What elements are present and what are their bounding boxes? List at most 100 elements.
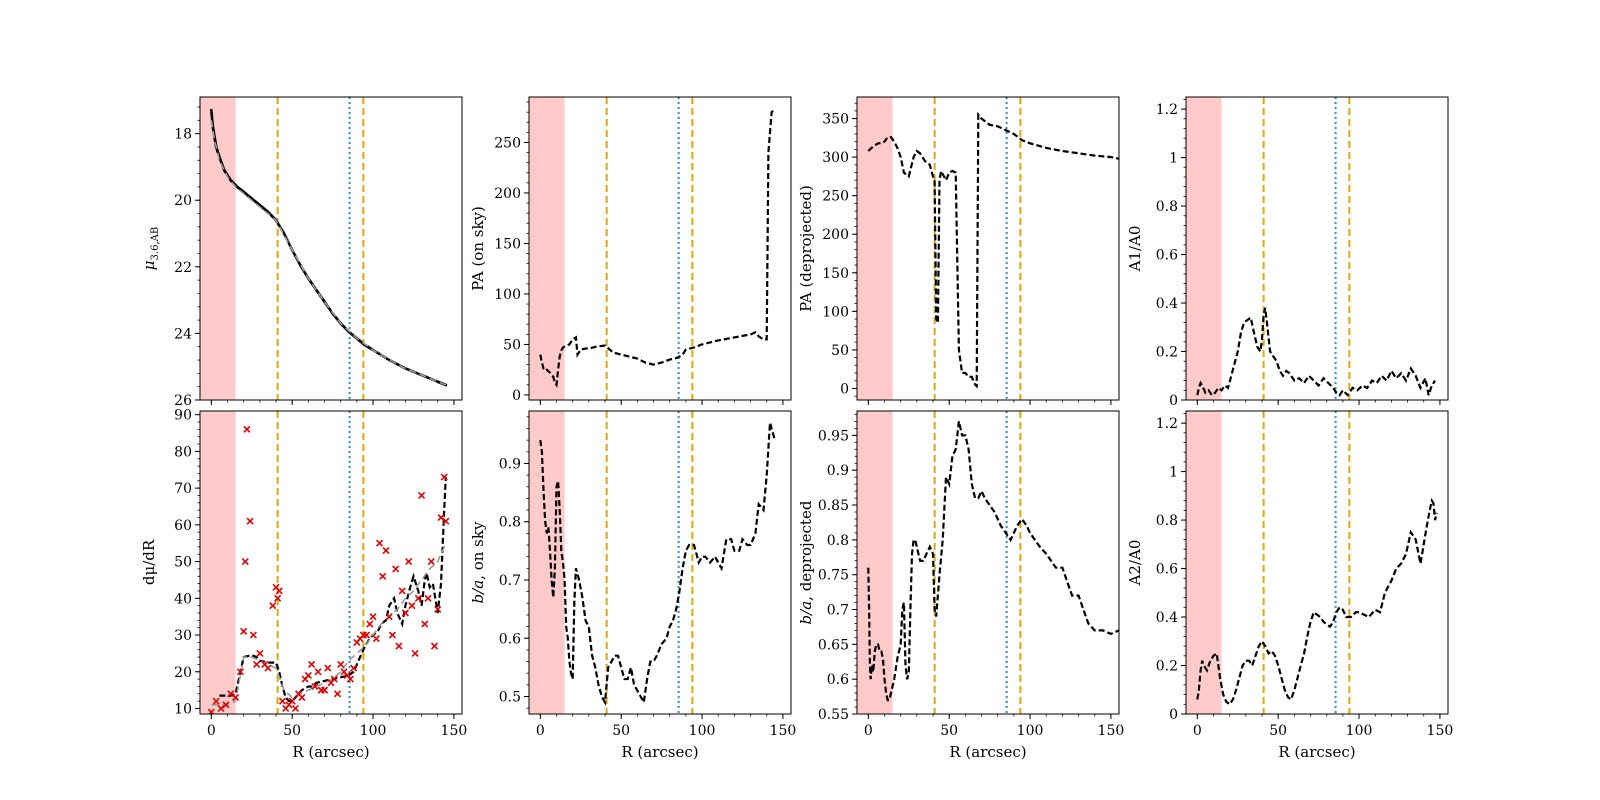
y-tick-label: 0.6 [827, 672, 849, 688]
x-tick-label: 50 [612, 723, 630, 739]
plot-area [200, 411, 450, 714]
data-point-cross [256, 649, 264, 657]
y-tick-label: 26 [174, 393, 192, 409]
y-tick-label: 22 [174, 260, 192, 276]
y-tick-label: 0.75 [818, 568, 849, 584]
data-point-cross [298, 693, 306, 702]
data-point-cross [421, 620, 429, 628]
data-point-cross [398, 587, 406, 595]
profile-line [1196, 497, 1438, 706]
data-point-cross [308, 660, 316, 668]
data-point-cross [333, 690, 342, 698]
data-point-cross [434, 605, 442, 613]
x-tick-label: 150 [1427, 723, 1454, 739]
y-tick-label: 0 [840, 381, 849, 397]
data-point-cross [288, 697, 296, 705]
y-tick-label: 50 [503, 337, 521, 353]
data-point-cross [430, 642, 439, 650]
smoothed-profile-line [210, 120, 447, 386]
panel-p2: 0 50 100 150 200 250 PA (on sky) [469, 96, 792, 405]
y-tick-label: 0.8 [1156, 513, 1178, 529]
y-tick-label: 0.2 [1156, 659, 1178, 675]
y-tick-label: 40 [174, 591, 192, 607]
x-axis-label: R (arcsec) [292, 743, 369, 761]
axes-frame [856, 410, 1120, 715]
data-point-cross [275, 587, 283, 595]
y-tick-label: 10 [174, 701, 192, 717]
y-tick-label: 90 [174, 408, 192, 424]
y-axis-label: A1/A0 [1126, 226, 1144, 273]
data-point-cross [243, 425, 251, 433]
x-tick-label: 50 [1269, 723, 1287, 739]
inner-region-shade [529, 411, 565, 714]
data-point-cross [269, 602, 277, 610]
panel-p7: 0.55 0.6 0.65 0.7 0.75 0.8 0.85 0.9 0.95 0 50 100 15… [797, 410, 1125, 761]
y-tick-label: 1 [1169, 465, 1178, 481]
y-tick-label: 300 [822, 150, 849, 166]
x-tick-label: 50 [940, 723, 958, 739]
y-tick-label: 50 [831, 343, 849, 359]
x-tick-label: 0 [207, 723, 216, 739]
profile-line [1196, 307, 1437, 397]
x-tick-label: 150 [441, 723, 468, 739]
data-point-cross [408, 602, 416, 610]
y-tick-label: 0.2 [1156, 345, 1178, 361]
data-point-cross [401, 609, 409, 617]
data-point-cross [253, 660, 261, 668]
panel-p5: 10 20 30 40 50 60 70 80 90 0 50 100 150 R (arcsec) dμ/… [140, 408, 467, 761]
y-tick-label: 30 [174, 628, 192, 644]
y-tick-label: 0.8 [499, 515, 521, 531]
y-tick-label: 0.6 [1156, 562, 1178, 578]
y-tick-label: 0.95 [818, 428, 849, 444]
data-point-cross [395, 642, 403, 650]
profile-dot [385, 357, 389, 361]
panel-p4: 0 0.2 0.4 0.6 0.8 1 1.2 A1/A0 [1126, 96, 1449, 409]
data-point-cross [314, 668, 322, 676]
x-tick-label: 150 [770, 723, 797, 739]
data-point-cross [324, 664, 332, 672]
y-tick-label: 0.4 [1156, 610, 1178, 626]
y-tick-label: 0.8 [1156, 199, 1178, 215]
y-tick-label: 250 [822, 189, 849, 205]
y-axis-label: b/a, deprojected [797, 500, 815, 624]
y-tick-label: 1.2 [1156, 102, 1178, 118]
y-tick-label: 1.2 [1156, 416, 1178, 432]
profile-dot [377, 352, 381, 356]
plot-area [529, 97, 776, 400]
x-tick-label: 0 [864, 723, 873, 739]
y-tick-label: 20 [174, 193, 192, 209]
data-point-cross [246, 517, 254, 525]
data-point-cross [207, 708, 215, 714]
axes-frame [199, 410, 463, 715]
y-tick-label: 200 [822, 227, 849, 243]
profile-dot [210, 110, 213, 114]
data-point-cross [217, 704, 225, 713]
y-tick-label: 0.6 [1156, 248, 1178, 264]
profile-line [539, 108, 776, 388]
x-tick-label: 150 [1098, 723, 1125, 739]
data-point-cross [337, 660, 345, 668]
data-point-cross [330, 675, 338, 683]
y-axis-label: μ3.6,AB [140, 227, 161, 270]
profile-line [539, 422, 776, 706]
axes-frame [528, 410, 792, 715]
data-point-cross [222, 701, 230, 709]
y-tick-label: 24 [174, 326, 192, 342]
y-tick-label: 70 [174, 481, 192, 497]
data-point-cross [363, 631, 371, 639]
data-point-cross [372, 635, 380, 643]
data-point-cross [304, 671, 312, 680]
data-point-cross [424, 594, 432, 602]
inner-region-shade [1186, 97, 1222, 400]
profile-dot [282, 232, 286, 235]
data-point-cross [241, 558, 249, 566]
y-tick-label: 0.85 [818, 498, 849, 514]
data-point-cross [411, 649, 419, 657]
data-point-cross [346, 675, 354, 683]
inner-region-shade [529, 97, 565, 400]
inner-region-shade [857, 97, 893, 400]
axes-frame [199, 96, 463, 401]
y-tick-label: 250 [494, 135, 521, 151]
y-tick-label: 0.55 [818, 707, 849, 723]
